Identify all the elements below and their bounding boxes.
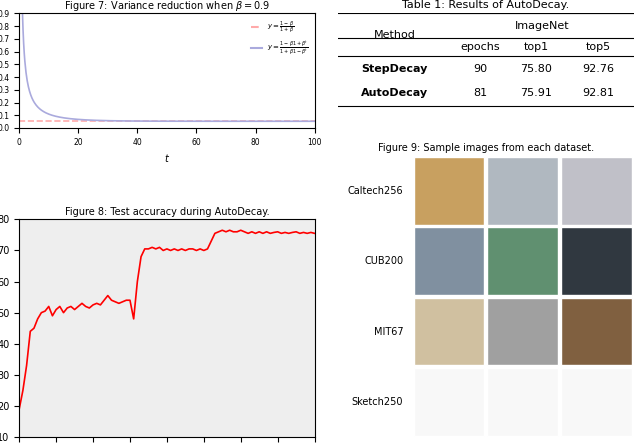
Bar: [561, 368, 632, 436]
Title: Figure 8: Test accuracy during AutoDecay.: Figure 8: Test accuracy during AutoDecay…: [65, 207, 269, 217]
Text: Sketch250: Sketch250: [352, 397, 403, 407]
Text: Method: Method: [373, 30, 415, 40]
Bar: [561, 298, 632, 365]
Title: Table 1: Results of AutoDecay.: Table 1: Results of AutoDecay.: [403, 0, 570, 10]
Text: MIT67: MIT67: [374, 326, 403, 336]
Text: top5: top5: [586, 42, 611, 52]
Text: epochs: epochs: [460, 42, 500, 52]
Bar: [561, 157, 632, 224]
Text: 90: 90: [473, 64, 487, 74]
Bar: [488, 368, 558, 436]
Title: Figure 9: Sample images from each dataset.: Figure 9: Sample images from each datase…: [378, 143, 594, 153]
Legend: $y = \frac{1-\beta}{1+\beta}$, $y = \frac{1-\beta 1+\beta^t}{1+\beta 1-\beta^t}$: $y = \frac{1-\beta}{1+\beta}$, $y = \fra…: [248, 17, 311, 60]
Bar: [413, 298, 484, 365]
Bar: [413, 157, 484, 224]
Text: Caltech256: Caltech256: [348, 186, 403, 196]
Text: 75.80: 75.80: [520, 64, 552, 74]
Text: CUB200: CUB200: [364, 256, 403, 266]
Bar: [413, 368, 484, 436]
Text: top1: top1: [524, 42, 548, 52]
Bar: [488, 157, 558, 224]
Bar: [488, 227, 558, 295]
Bar: [561, 227, 632, 295]
Title: Figure 7: Variance reduction when $\beta = 0.9$: Figure 7: Variance reduction when $\beta…: [64, 0, 270, 13]
Text: 92.76: 92.76: [582, 64, 614, 74]
Text: 92.81: 92.81: [582, 88, 614, 98]
Text: 75.91: 75.91: [520, 88, 552, 98]
Bar: [488, 298, 558, 365]
Text: ImageNet: ImageNet: [515, 21, 570, 31]
Text: AutoDecay: AutoDecay: [361, 88, 428, 98]
Text: StepDecay: StepDecay: [361, 64, 428, 74]
X-axis label: $t$: $t$: [164, 152, 170, 164]
Text: 81: 81: [473, 88, 487, 98]
Bar: [413, 227, 484, 295]
